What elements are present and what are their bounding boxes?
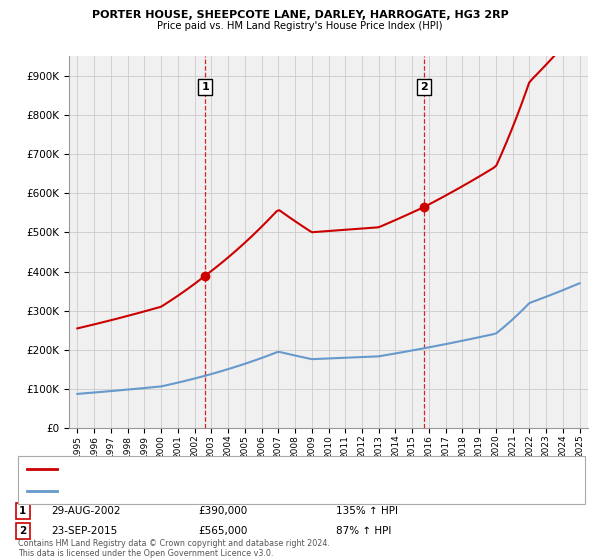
Text: 23-SEP-2015: 23-SEP-2015 [51, 526, 117, 536]
Text: 1: 1 [202, 82, 209, 92]
Text: HPI: Average price, detached house, North Yorkshire: HPI: Average price, detached house, Nort… [63, 487, 299, 496]
Text: 29-AUG-2002: 29-AUG-2002 [51, 506, 121, 516]
Text: PORTER HOUSE, SHEEPCOTE LANE, DARLEY, HARROGATE, HG3 2RP (detached house): PORTER HOUSE, SHEEPCOTE LANE, DARLEY, HA… [63, 464, 448, 473]
Text: 87% ↑ HPI: 87% ↑ HPI [336, 526, 391, 536]
Text: 2: 2 [421, 82, 428, 92]
Text: £390,000: £390,000 [198, 506, 247, 516]
Text: 1: 1 [19, 506, 26, 516]
Text: PORTER HOUSE, SHEEPCOTE LANE, DARLEY, HARROGATE, HG3 2RP: PORTER HOUSE, SHEEPCOTE LANE, DARLEY, HA… [92, 10, 508, 20]
Text: Contains HM Land Registry data © Crown copyright and database right 2024.
This d: Contains HM Land Registry data © Crown c… [18, 539, 330, 558]
Text: 135% ↑ HPI: 135% ↑ HPI [336, 506, 398, 516]
Text: Price paid vs. HM Land Registry's House Price Index (HPI): Price paid vs. HM Land Registry's House … [157, 21, 443, 31]
Text: £565,000: £565,000 [198, 526, 247, 536]
Text: 2: 2 [19, 526, 26, 536]
